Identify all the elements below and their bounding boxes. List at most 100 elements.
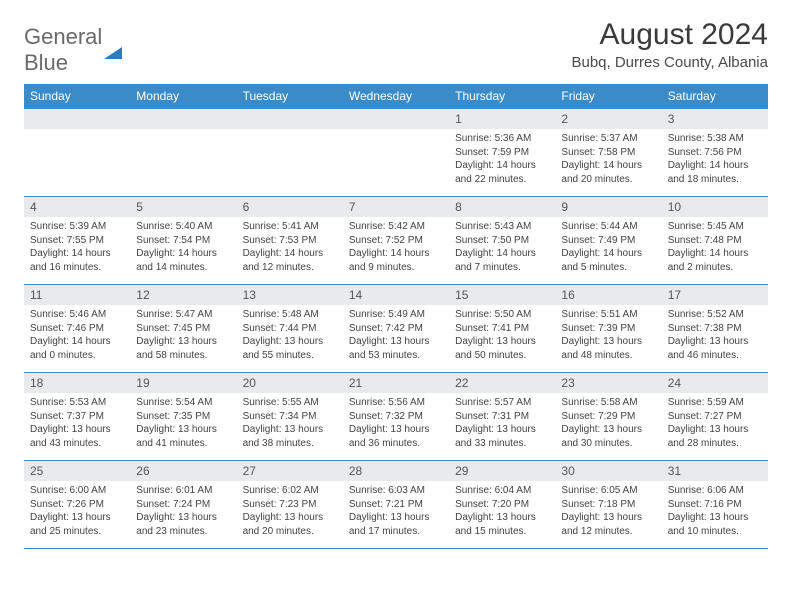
daylight-line: Daylight: 14 hours and 18 minutes. xyxy=(668,159,762,186)
sunrise-line: Sunrise: 5:43 AM xyxy=(455,220,549,234)
daylight-line: Daylight: 14 hours and 22 minutes. xyxy=(455,159,549,186)
day-number: 30 xyxy=(555,461,661,481)
day-header: Saturday xyxy=(662,84,768,109)
calendar-cell: 23Sunrise: 5:58 AMSunset: 7:29 PMDayligh… xyxy=(555,373,661,461)
sunset-line: Sunset: 7:35 PM xyxy=(136,410,230,424)
sunrise-line: Sunrise: 5:55 AM xyxy=(243,396,337,410)
day-body: Sunrise: 5:42 AMSunset: 7:52 PMDaylight:… xyxy=(343,217,449,277)
day-number: 29 xyxy=(449,461,555,481)
calendar-cell: 15Sunrise: 5:50 AMSunset: 7:41 PMDayligh… xyxy=(449,285,555,373)
sunrise-line: Sunrise: 5:45 AM xyxy=(668,220,762,234)
sunset-line: Sunset: 7:29 PM xyxy=(561,410,655,424)
calendar-cell: 8 Sunrise: 5:43 AMSunset: 7:50 PMDaylight… xyxy=(449,197,555,285)
calendar-cell: 11Sunrise: 5:46 AMSunset: 7:46 PMDayligh… xyxy=(24,285,130,373)
sunset-line: Sunset: 7:21 PM xyxy=(349,498,443,512)
logo-word2: Blue xyxy=(24,50,68,75)
daylight-line: Daylight: 14 hours and 7 minutes. xyxy=(455,247,549,274)
daylight-line: Daylight: 13 hours and 43 minutes. xyxy=(30,423,124,450)
sunset-line: Sunset: 7:59 PM xyxy=(455,146,549,160)
sunrise-line: Sunrise: 5:50 AM xyxy=(455,308,549,322)
day-number: 18 xyxy=(24,373,130,393)
daylight-line: Daylight: 14 hours and 2 minutes. xyxy=(668,247,762,274)
day-number: 9 xyxy=(555,197,661,217)
day-body: Sunrise: 5:56 AMSunset: 7:32 PMDaylight:… xyxy=(343,393,449,453)
daylight-line: Daylight: 13 hours and 46 minutes. xyxy=(668,335,762,362)
day-number: 8 xyxy=(449,197,555,217)
logo-word1: General xyxy=(24,24,102,49)
sunrise-line: Sunrise: 5:48 AM xyxy=(243,308,337,322)
day-number: 23 xyxy=(555,373,661,393)
sunset-line: Sunset: 7:48 PM xyxy=(668,234,762,248)
day-header: Sunday xyxy=(24,84,130,109)
sunrise-line: Sunrise: 5:58 AM xyxy=(561,396,655,410)
sunset-line: Sunset: 7:32 PM xyxy=(349,410,443,424)
sunrise-line: Sunrise: 5:38 AM xyxy=(668,132,762,146)
calendar-cell xyxy=(130,109,236,197)
sunrise-line: Sunrise: 5:42 AM xyxy=(349,220,443,234)
sunset-line: Sunset: 7:42 PM xyxy=(349,322,443,336)
daylight-line: Daylight: 14 hours and 9 minutes. xyxy=(349,247,443,274)
calendar-cell: 14Sunrise: 5:49 AMSunset: 7:42 PMDayligh… xyxy=(343,285,449,373)
day-body: Sunrise: 6:03 AMSunset: 7:21 PMDaylight:… xyxy=(343,481,449,541)
logo: General Blue xyxy=(24,18,122,76)
calendar-cell: 25Sunrise: 6:00 AMSunset: 7:26 PMDayligh… xyxy=(24,461,130,549)
day-body: Sunrise: 6:00 AMSunset: 7:26 PMDaylight:… xyxy=(24,481,130,541)
calendar-cell: 24Sunrise: 5:59 AMSunset: 7:27 PMDayligh… xyxy=(662,373,768,461)
sunrise-line: Sunrise: 5:36 AM xyxy=(455,132,549,146)
daylight-line: Daylight: 13 hours and 23 minutes. xyxy=(136,511,230,538)
day-number: 15 xyxy=(449,285,555,305)
daylight-line: Daylight: 14 hours and 12 minutes. xyxy=(243,247,337,274)
sunset-line: Sunset: 7:31 PM xyxy=(455,410,549,424)
day-number: 10 xyxy=(662,197,768,217)
calendar-cell: 3Sunrise: 5:38 AMSunset: 7:56 PMDaylight… xyxy=(662,109,768,197)
day-body: Sunrise: 5:41 AMSunset: 7:53 PMDaylight:… xyxy=(237,217,343,277)
day-number: 16 xyxy=(555,285,661,305)
sunset-line: Sunset: 7:50 PM xyxy=(455,234,549,248)
day-number: 27 xyxy=(237,461,343,481)
calendar-week-row: 4Sunrise: 5:39 AMSunset: 7:55 PMDaylight… xyxy=(24,197,768,285)
daylight-line: Daylight: 13 hours and 36 minutes. xyxy=(349,423,443,450)
day-body: Sunrise: 5:39 AMSunset: 7:55 PMDaylight:… xyxy=(24,217,130,277)
day-body: Sunrise: 5:54 AMSunset: 7:35 PMDaylight:… xyxy=(130,393,236,453)
daylight-line: Daylight: 13 hours and 25 minutes. xyxy=(30,511,124,538)
title-block: August 2024 Bubq, Durres County, Albania xyxy=(571,18,768,71)
sunset-line: Sunset: 7:49 PM xyxy=(561,234,655,248)
day-body: Sunrise: 5:44 AMSunset: 7:49 PMDaylight:… xyxy=(555,217,661,277)
sunrise-line: Sunrise: 6:01 AM xyxy=(136,484,230,498)
sunrise-line: Sunrise: 5:44 AM xyxy=(561,220,655,234)
day-number-empty xyxy=(24,109,130,129)
calendar-cell: 29Sunrise: 6:04 AMSunset: 7:20 PMDayligh… xyxy=(449,461,555,549)
day-header: Wednesday xyxy=(343,84,449,109)
day-body: Sunrise: 6:01 AMSunset: 7:24 PMDaylight:… xyxy=(130,481,236,541)
day-body: Sunrise: 5:55 AMSunset: 7:34 PMDaylight:… xyxy=(237,393,343,453)
day-body: Sunrise: 5:40 AMSunset: 7:54 PMDaylight:… xyxy=(130,217,236,277)
sunset-line: Sunset: 7:58 PM xyxy=(561,146,655,160)
day-body: Sunrise: 5:53 AMSunset: 7:37 PMDaylight:… xyxy=(24,393,130,453)
day-body: Sunrise: 5:45 AMSunset: 7:48 PMDaylight:… xyxy=(662,217,768,277)
sunset-line: Sunset: 7:55 PM xyxy=(30,234,124,248)
sunrise-line: Sunrise: 6:02 AM xyxy=(243,484,337,498)
calendar-cell: 28Sunrise: 6:03 AMSunset: 7:21 PMDayligh… xyxy=(343,461,449,549)
page-header: General Blue August 2024 Bubq, Durres Co… xyxy=(24,18,768,76)
sunrise-line: Sunrise: 5:37 AM xyxy=(561,132,655,146)
day-number: 14 xyxy=(343,285,449,305)
calendar-cell: 19Sunrise: 5:54 AMSunset: 7:35 PMDayligh… xyxy=(130,373,236,461)
daylight-line: Daylight: 13 hours and 38 minutes. xyxy=(243,423,337,450)
daylight-line: Daylight: 13 hours and 12 minutes. xyxy=(561,511,655,538)
day-number: 11 xyxy=(24,285,130,305)
sunrise-line: Sunrise: 5:57 AM xyxy=(455,396,549,410)
day-body: Sunrise: 5:47 AMSunset: 7:45 PMDaylight:… xyxy=(130,305,236,365)
calendar-cell: 21Sunrise: 5:56 AMSunset: 7:32 PMDayligh… xyxy=(343,373,449,461)
daylight-line: Daylight: 13 hours and 41 minutes. xyxy=(136,423,230,450)
daylight-line: Daylight: 13 hours and 33 minutes. xyxy=(455,423,549,450)
day-header: Friday xyxy=(555,84,661,109)
daylight-line: Daylight: 13 hours and 55 minutes. xyxy=(243,335,337,362)
sunset-line: Sunset: 7:27 PM xyxy=(668,410,762,424)
sunset-line: Sunset: 7:46 PM xyxy=(30,322,124,336)
day-header-row: Sunday Monday Tuesday Wednesday Thursday… xyxy=(24,84,768,109)
calendar-week-row: 18Sunrise: 5:53 AMSunset: 7:37 PMDayligh… xyxy=(24,373,768,461)
sunrise-line: Sunrise: 6:06 AM xyxy=(668,484,762,498)
title-location: Bubq, Durres County, Albania xyxy=(571,54,768,71)
daylight-line: Daylight: 14 hours and 0 minutes. xyxy=(30,335,124,362)
day-body: Sunrise: 5:51 AMSunset: 7:39 PMDaylight:… xyxy=(555,305,661,365)
